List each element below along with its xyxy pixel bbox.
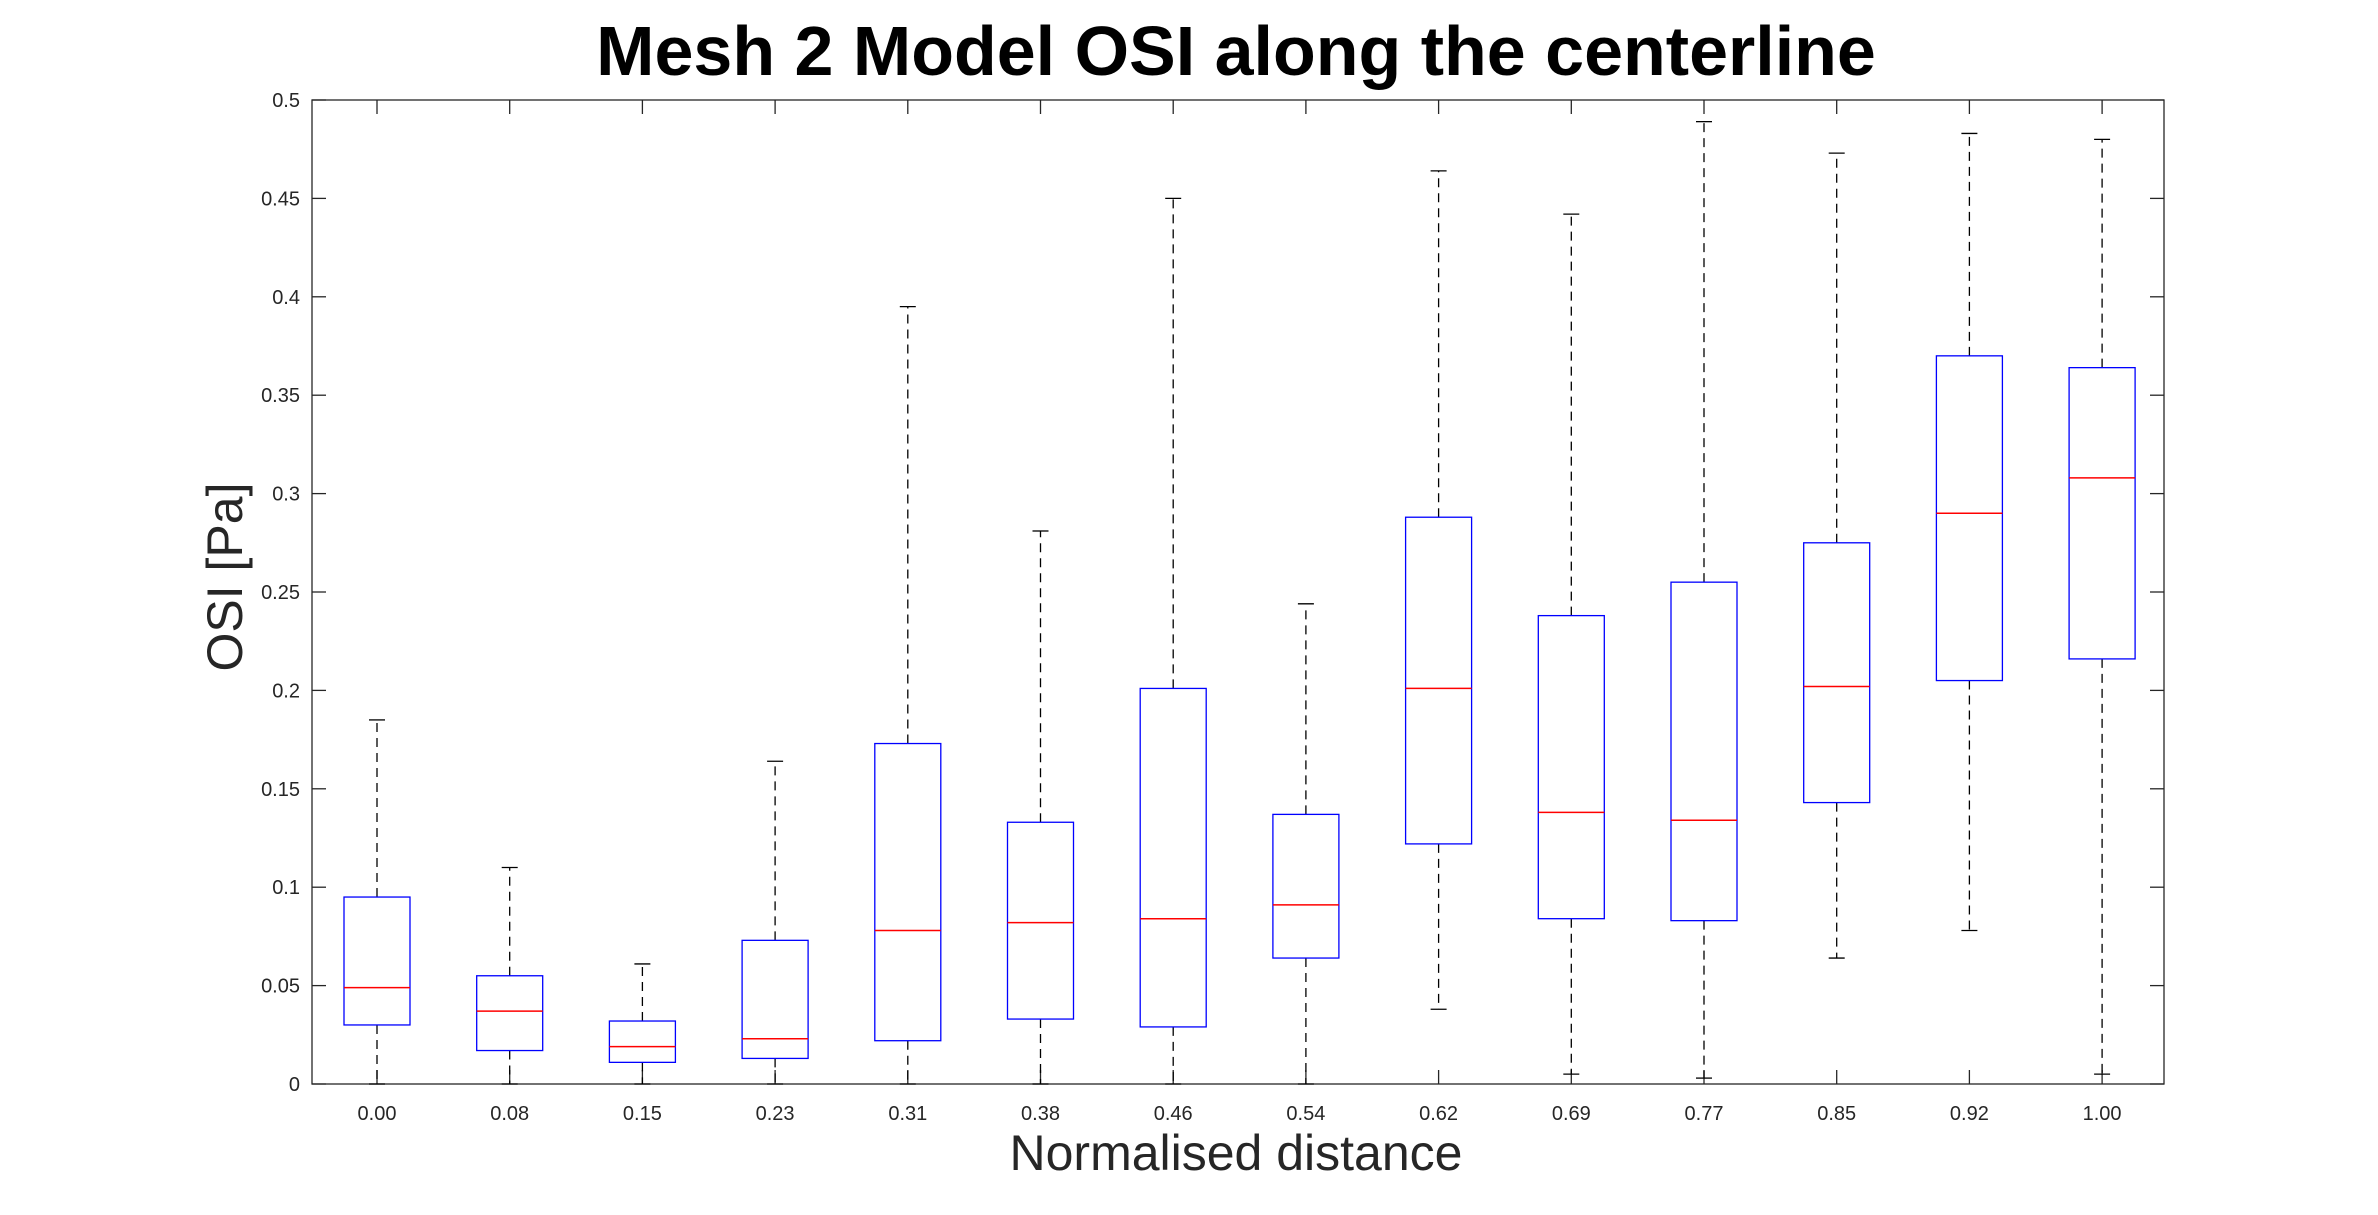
box [1537, 614, 1605, 920]
y-tick-label: 0.45 [261, 188, 300, 210]
x-tick-label: 1.00 [2083, 1103, 2122, 1125]
box [2068, 366, 2136, 660]
chart-title: Mesh 2 Model OSI along the centerline [596, 12, 1876, 90]
y-tick-label: 0 [289, 1074, 300, 1096]
y-tick-label: 0.25 [261, 582, 300, 604]
y-tick-label: 0.15 [261, 779, 300, 801]
plot-frame [311, 99, 2165, 1085]
box [741, 939, 809, 1060]
x-tick-label: 0.23 [756, 1103, 795, 1125]
x-axis-label: Normalised distance [1010, 1125, 1463, 1181]
x-tick-label: 0.54 [1286, 1103, 1325, 1125]
box [1404, 516, 1473, 845]
x-tick-label: 0.31 [888, 1103, 927, 1125]
y-axis-label: OSI [Pa] [197, 483, 253, 672]
x-tick-label: 0.38 [1021, 1103, 1060, 1125]
x-tick-label: 0.85 [1817, 1103, 1856, 1125]
box [1803, 542, 1871, 804]
y-tick-label: 0.35 [261, 385, 300, 407]
y-tick-label: 0.5 [272, 90, 300, 112]
y-tick-label: 0.1 [272, 877, 300, 899]
x-tick-label: 0.15 [623, 1103, 662, 1125]
box [343, 896, 411, 1026]
x-tick-label: 0.77 [1685, 1103, 1724, 1125]
box [608, 1020, 677, 1064]
box [1670, 581, 1738, 922]
x-tick-label: 0.00 [358, 1103, 397, 1125]
box [1006, 821, 1075, 1020]
y-tick-label: 0.2 [272, 680, 300, 702]
box [874, 742, 942, 1042]
box [1935, 355, 2004, 682]
y-tick-label: 0.4 [272, 287, 300, 309]
y-tick-label: 0.05 [261, 976, 300, 998]
y-tick-label: 0.3 [272, 484, 300, 506]
x-tick-label: 0.08 [490, 1103, 529, 1125]
box [1272, 813, 1340, 959]
plot-area: 0 0.05 0.1 0.15 0.2 0.25 0.3 0.35 0.4 0.45 0.5 0.00… [261, 90, 2165, 1125]
box [476, 975, 544, 1052]
x-tick-label: 0.62 [1419, 1103, 1458, 1125]
x-tick-label: 0.92 [1950, 1103, 1989, 1125]
box [1139, 687, 1207, 1028]
x-tick-label: 0.46 [1154, 1103, 1193, 1125]
x-tick-label: 0.69 [1552, 1103, 1591, 1125]
